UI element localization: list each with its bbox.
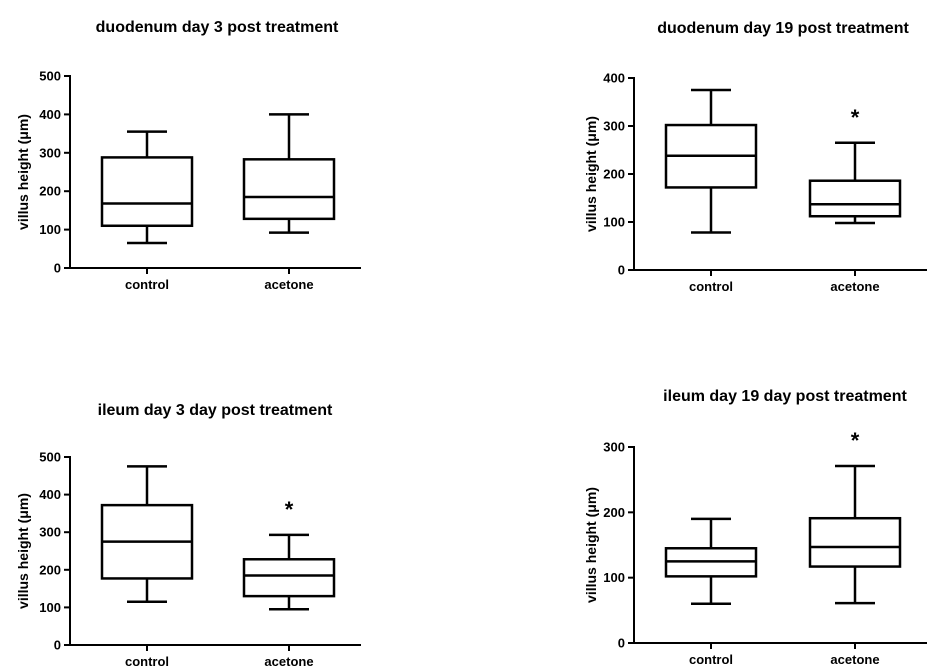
y-tick-label: 300 — [39, 145, 61, 160]
y-axis-label: villus height (μm) — [583, 487, 599, 603]
y-tick-label: 400 — [39, 107, 61, 122]
y-tick-label: 0 — [618, 263, 625, 278]
y-tick-label: 100 — [603, 215, 625, 230]
y-tick-label: 200 — [603, 167, 625, 182]
box-acetone: * — [808, 428, 902, 605]
x-tick-label: acetone — [264, 654, 313, 666]
box-control — [100, 465, 194, 604]
y-tick-label: 0 — [618, 636, 625, 651]
y-tick-label: 0 — [54, 638, 61, 653]
chart-title: duodenum day 3 post treatment — [96, 19, 339, 36]
chart-panel: duodenum day 3 post treatment 0 100 200 300 4… — [15, 19, 361, 292]
box-control — [664, 88, 758, 234]
chart-title: ileum day 3 day post treatment — [98, 402, 333, 419]
x-tick-label: acetone — [264, 277, 313, 292]
y-tick-label: 200 — [603, 505, 625, 520]
x-tick-label: acetone — [830, 652, 879, 666]
box-acetone: * — [808, 105, 902, 225]
x-tick-label: control — [125, 654, 169, 666]
chart-title: ileum day 19 day post treatment — [663, 388, 907, 405]
x-tick-label: control — [689, 279, 733, 294]
chart-panel: duodenum day 19 post treatment 0 100 200 300… — [583, 20, 927, 294]
interquartile-box — [808, 516, 902, 568]
y-tick-label: 100 — [39, 222, 61, 237]
y-axis-label: villus height (μm) — [15, 493, 31, 609]
box-control — [664, 517, 758, 606]
significance-asterisk: * — [285, 497, 294, 522]
y-tick-label: 400 — [39, 487, 61, 502]
significance-asterisk: * — [851, 105, 860, 130]
y-tick-label: 500 — [39, 450, 61, 465]
y-tick-label: 500 — [39, 69, 61, 84]
y-tick-label: 100 — [39, 600, 61, 615]
chart-panel: ileum day 3 day post treatment 0 100 200 300… — [15, 402, 361, 666]
y-tick-label: 100 — [603, 570, 625, 585]
chart-title: duodenum day 19 post treatment — [657, 20, 909, 37]
y-tick-label: 200 — [39, 184, 61, 199]
box-acetone: * — [242, 497, 336, 611]
y-tick-label: 300 — [603, 119, 625, 134]
y-tick-label: 300 — [603, 440, 625, 455]
x-tick-label: acetone — [830, 279, 879, 294]
interquartile-box — [242, 558, 336, 598]
x-tick-label: control — [689, 652, 733, 666]
box-control — [100, 130, 194, 245]
interquartile-box — [100, 156, 194, 228]
interquartile-box — [242, 158, 336, 221]
y-tick-label: 400 — [603, 71, 625, 86]
y-tick-label: 0 — [54, 261, 61, 276]
interquartile-box — [808, 179, 902, 218]
x-tick-label: control — [125, 277, 169, 292]
y-axis-label: villus height (μm) — [583, 116, 599, 232]
y-tick-label: 300 — [39, 525, 61, 540]
box-acetone — [242, 113, 336, 234]
chart-panel: ileum day 19 day post treatment 0 100 200 30… — [583, 388, 927, 666]
y-axis-label: villus height (μm) — [15, 114, 31, 230]
y-tick-label: 200 — [39, 562, 61, 577]
significance-asterisk: * — [851, 428, 860, 453]
